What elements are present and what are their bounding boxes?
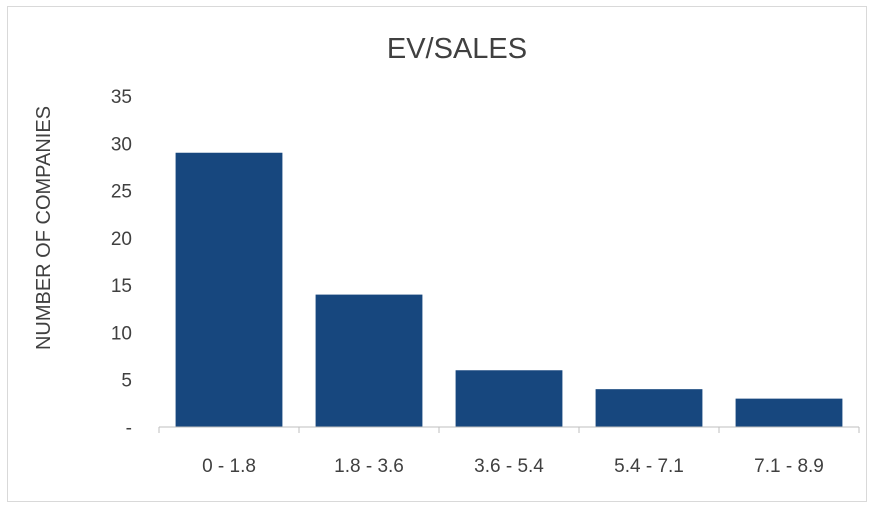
y-tick-label: 5 <box>121 371 132 392</box>
bar-1 <box>175 152 283 428</box>
y-tick-label: 10 <box>111 323 132 344</box>
y-tick-label: 30 <box>111 134 132 155</box>
x-tick-label: 5.4 - 7.1 <box>614 456 684 477</box>
chart-title: EV/SALES <box>387 33 527 65</box>
x-tick-label: 1.8 - 3.6 <box>334 456 404 477</box>
x-tick-label: 3.6 - 5.4 <box>474 456 544 477</box>
x-tick-label: 7.1 - 8.9 <box>754 456 824 477</box>
bar-3 <box>455 370 563 427</box>
y-tick-label: 25 <box>111 182 132 203</box>
bars <box>175 152 843 428</box>
y-tick-label: 20 <box>111 229 132 250</box>
x-tick-label: 0 - 1.8 <box>202 456 256 477</box>
y-tick-label: - <box>126 418 132 439</box>
bar-5 <box>735 398 843 427</box>
x-axis <box>158 426 860 433</box>
y-tick-label: 15 <box>111 276 132 297</box>
bar-2 <box>315 294 423 427</box>
y-axis-label: NUMBER OF COMPANIES <box>33 106 55 350</box>
x-axis-ticks: 0 - 1.8 1.8 - 3.6 3.6 - 5.4 5.4 - 7.1 7.1 - … <box>202 456 824 477</box>
chart-frame <box>7 6 867 502</box>
y-tick-label: 35 <box>111 87 132 108</box>
bar-4 <box>595 389 703 427</box>
y-axis-ticks: - 5 10 15 20 25 30 35 <box>111 87 132 439</box>
